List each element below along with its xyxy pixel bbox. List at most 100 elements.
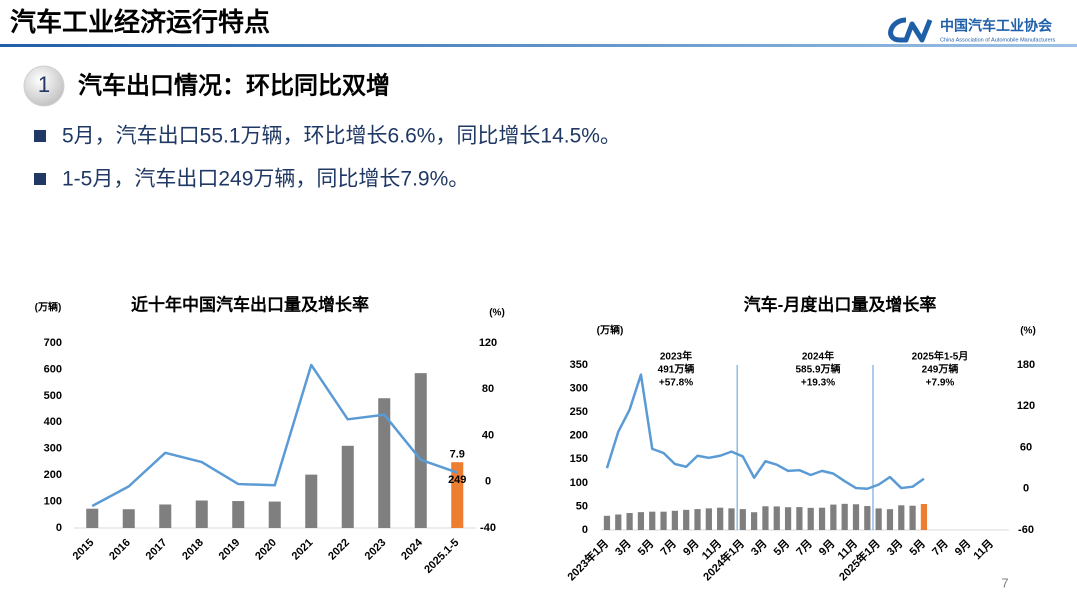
annotation: +19.3% (801, 378, 835, 389)
x-tick-label: 5月 (635, 537, 656, 558)
bar (86, 508, 99, 528)
bar (784, 507, 792, 530)
section-title: 汽车出口情况：环比同比双增 (78, 71, 390, 99)
bar (694, 509, 701, 530)
bar (864, 506, 871, 530)
x-tick-label: 3月 (884, 537, 905, 558)
bar (796, 507, 803, 530)
y2-axis-label: (%) (489, 308, 505, 319)
bar (818, 507, 826, 530)
y2-tick-label: 120 (1017, 400, 1035, 412)
bullet-marker (34, 130, 46, 142)
bar (195, 500, 208, 528)
bar (898, 505, 905, 530)
x-tick-label: 2019 (217, 537, 243, 563)
bar (705, 508, 712, 530)
section-badge (23, 65, 65, 107)
y-tick-label: 0 (582, 524, 588, 536)
logo-subtext: China Association of Automobile Manufact… (940, 37, 1056, 43)
annotation: 249万辆 (922, 363, 959, 376)
x-tick-label: 2023 (363, 537, 389, 563)
annotation: 585.9万辆 (795, 363, 840, 376)
bar (728, 508, 735, 530)
bar (751, 512, 758, 530)
data-label: 249 (448, 474, 466, 486)
annotation: 2025年1-5月 (912, 350, 969, 363)
y-tick-label: 250 (570, 406, 588, 418)
bar (341, 445, 354, 528)
x-tick-label: 9月 (816, 537, 837, 558)
logo: 中国汽车工业协会 China Association of Automobile… (888, 17, 1056, 43)
x-tick-label: 2021 (290, 537, 316, 563)
y2-tick-label: 120 (479, 337, 497, 349)
annotation: +57.8% (659, 378, 693, 389)
x-tick-label: 2023年1月 (564, 536, 611, 583)
bar (637, 512, 645, 530)
x-tick-label: 5月 (907, 537, 928, 558)
x-tick-label: 2020 (253, 537, 279, 563)
section-number: 1 (38, 72, 50, 97)
page-number: 7 (1001, 575, 1008, 590)
bar (739, 509, 746, 530)
bar (451, 462, 464, 528)
y-axis-label: (万辆) (35, 301, 62, 314)
bar (626, 513, 633, 530)
annotation: 491万辆 (658, 363, 695, 376)
x-tick-label: 11月 (971, 537, 996, 562)
x-tick-label: 7月 (794, 537, 815, 558)
y2-tick-label: 0 (485, 476, 491, 488)
bar (909, 505, 916, 530)
line (91, 363, 458, 508)
y-tick-label: 600 (44, 363, 62, 375)
header-title: 汽车工业经济运行特点 (10, 7, 270, 37)
annotation: 2024年 (802, 350, 834, 363)
bar (414, 373, 427, 528)
bar (886, 509, 894, 530)
y-tick-label: 200 (44, 469, 62, 481)
bar (122, 509, 135, 528)
y-tick-label: 400 (44, 416, 62, 428)
bar (762, 506, 769, 530)
y2-axis-label: (%) (1020, 326, 1036, 337)
y2-tick-label: -40 (480, 522, 496, 534)
bar (305, 474, 318, 528)
y-tick-label: 500 (44, 390, 62, 402)
y2-tick-label: -60 (1018, 524, 1034, 536)
y-tick-label: 0 (56, 522, 62, 534)
x-tick-label: 9月 (952, 537, 973, 558)
x-tick-label: 2022 (326, 537, 352, 563)
x-tick-label: 2016 (107, 537, 133, 563)
y2-tick-label: 180 (1017, 359, 1035, 371)
y-tick-label: 100 (570, 477, 588, 489)
y-axis-label: (万辆) (597, 324, 624, 337)
y-tick-label: 50 (576, 500, 588, 512)
y2-tick-label: 40 (482, 429, 494, 441)
line (605, 373, 925, 490)
y-tick-label: 300 (570, 382, 588, 394)
x-tick-label: 3月 (748, 537, 769, 558)
bullet-text: 1-5月，汽车出口249万辆，同比增长7.9%。 (62, 168, 469, 191)
y-tick-label: 150 (570, 453, 588, 465)
y-tick-label: 100 (44, 495, 62, 507)
bar (683, 509, 690, 530)
y-tick-label: 700 (44, 337, 62, 349)
bar (615, 514, 622, 530)
bar (660, 511, 667, 530)
y2-tick-label: 60 (1020, 441, 1032, 453)
bar (232, 501, 245, 528)
x-tick-label: 7月 (929, 537, 950, 558)
x-tick-label: 2025.1-5 (422, 537, 461, 576)
header-rule (0, 44, 1077, 47)
x-tick-label: 5月 (771, 537, 792, 558)
bar (920, 504, 928, 530)
bullet-marker (34, 173, 46, 185)
bar (830, 504, 837, 530)
bar (671, 510, 678, 530)
bar (268, 501, 281, 528)
annotation: 2023年 (660, 350, 692, 363)
bar (875, 508, 882, 530)
bar (159, 504, 172, 528)
y-tick-label: 200 (570, 430, 588, 442)
logo-text: 中国汽车工业协会 (940, 18, 1053, 34)
